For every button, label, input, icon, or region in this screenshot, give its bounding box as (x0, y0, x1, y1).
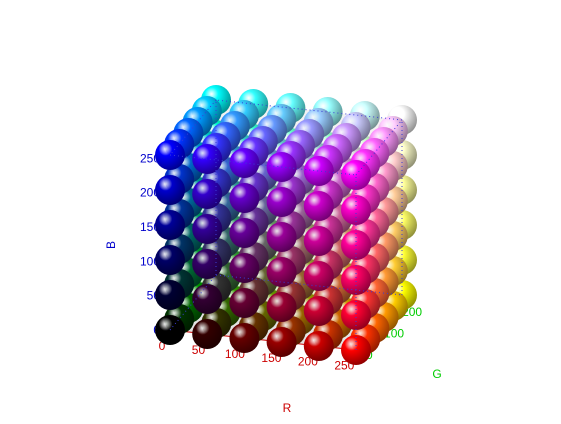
data-point (266, 222, 297, 252)
data-point (303, 156, 334, 186)
data-point (303, 261, 334, 291)
data-point (192, 179, 223, 209)
z-axis-label: B (104, 241, 118, 249)
data-point (266, 327, 297, 357)
data-point (229, 288, 260, 318)
data-point (192, 144, 223, 174)
data-point (341, 300, 371, 330)
data-point (155, 210, 185, 240)
data-point (229, 323, 260, 353)
data-point (155, 175, 185, 205)
data-point (192, 284, 223, 314)
data-point (229, 218, 260, 248)
data-point (155, 280, 185, 310)
data-point (341, 265, 371, 295)
data-point (303, 191, 334, 221)
data-point (192, 249, 223, 279)
data-point (266, 257, 297, 287)
data-point (303, 226, 334, 256)
data-point (266, 187, 297, 217)
axis-labels: R G B (104, 241, 442, 415)
data-point (229, 253, 260, 283)
x-tick-label: 0 (159, 339, 166, 353)
data-point (155, 245, 185, 275)
data-point (266, 292, 297, 322)
x-axis-label: R (283, 401, 292, 415)
data-point (229, 148, 260, 178)
data-point (192, 214, 223, 244)
data-point (303, 296, 334, 326)
sphere-markers (155, 85, 417, 365)
y-axis-label: G (432, 367, 441, 381)
data-point (192, 319, 223, 349)
data-point (303, 331, 334, 361)
data-point (229, 183, 260, 213)
